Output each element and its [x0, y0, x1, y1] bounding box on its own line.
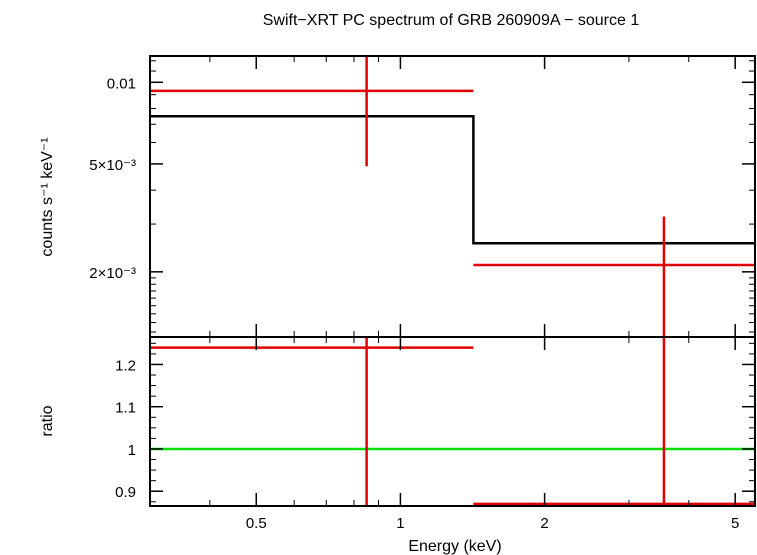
- spectrum-panel: 0.01 5×10⁻³ 2×10⁻³ counts s⁻¹ keV⁻¹: [39, 55, 756, 338]
- top-y-ticks: 0.01 5×10⁻³ 2×10⁻³: [89, 75, 755, 282]
- ratio-y-axis-label: ratio: [39, 405, 56, 436]
- y-tick-label: 2×10⁻³: [89, 265, 136, 282]
- ratio-y-tick-label: 1.1: [115, 400, 136, 417]
- ratio-plot-frame: [149, 336, 756, 507]
- model-curve: [150, 114, 755, 245]
- model-step-line: [150, 114, 755, 245]
- x-tick-label: 5: [731, 515, 739, 532]
- ratio-panel: 1.2 1.1 1 0.9 0.5 1 2 5 ratio Energy (keV): [39, 56, 756, 555]
- y-tick-label: 0.01: [107, 75, 136, 92]
- ratio-y-ticks: 1.2 1.1 1 0.9: [115, 342, 755, 503]
- spectrum-y-axis-label: counts s⁻¹ keV⁻¹: [39, 137, 56, 256]
- ratio-data-points: [150, 337, 755, 506]
- x-axis-label: Energy (keV): [408, 538, 501, 555]
- spectrum-data-points: [150, 56, 755, 337]
- x-tick-label: 2: [540, 515, 548, 532]
- ratio-y-tick-label: 1.2: [115, 357, 136, 374]
- ratio-y-tick-label: 1: [128, 442, 136, 459]
- ratio-y-tick-label: 0.9: [115, 484, 136, 501]
- x-tick-label: 1: [396, 515, 404, 532]
- chart-title: Swift−XRT PC spectrum of GRB 260909A − s…: [263, 12, 640, 29]
- x-ticks: 0.5 1 2 5: [149, 56, 739, 532]
- y-tick-label: 5×10⁻³: [89, 157, 136, 174]
- x-tick-label: 0.5: [246, 515, 267, 532]
